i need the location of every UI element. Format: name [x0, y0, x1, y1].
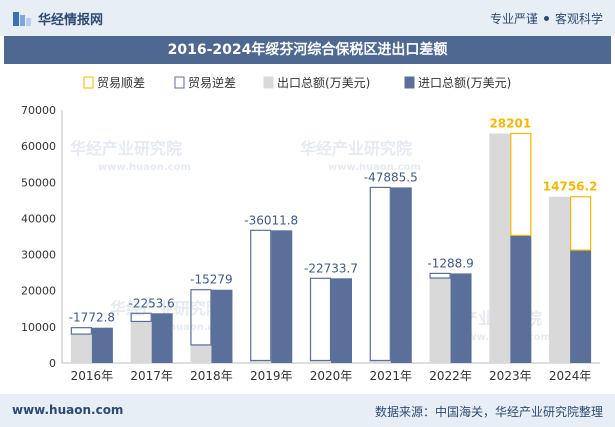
- balance-box-deficit: [309, 277, 332, 362]
- tagline-right: 客观科学: [554, 12, 603, 26]
- balance-box-deficit: [429, 272, 451, 279]
- x-tick-label: 2020年: [310, 369, 353, 383]
- balance-data-label: -2253.6: [129, 296, 175, 310]
- balance-data-label: -22733.7: [304, 261, 358, 275]
- y-tick-label: 10000: [21, 321, 56, 334]
- bar-import: [271, 230, 293, 363]
- balance-box-deficit: [190, 289, 212, 346]
- balance-data-label: -1288.9: [427, 256, 473, 270]
- balance-data-label: -36011.8: [244, 213, 298, 227]
- brand[interactable]: 华经情报网: [12, 9, 103, 28]
- balance-data-label: 28201: [489, 116, 531, 130]
- bar-export: [190, 344, 212, 363]
- balance-data-label: -47885.5: [364, 170, 418, 184]
- balance-box-deficit: [70, 327, 92, 335]
- y-tick-label: 50000: [21, 176, 56, 189]
- x-tick-label: 2023年: [489, 369, 532, 383]
- bar-export: [310, 360, 331, 363]
- watermark-url: www.huaon.com: [98, 162, 191, 173]
- watermark-url: www.huaon.com: [138, 322, 231, 333]
- y-tick-label: 60000: [21, 140, 56, 153]
- y-tick-label: 40000: [21, 212, 56, 225]
- bar-export: [250, 360, 272, 363]
- footer-url[interactable]: www.huaon.com: [12, 403, 124, 417]
- title-bar: 2016-2024年绥芬河综合保税区进出口差额: [4, 36, 611, 64]
- balance-box-deficit: [130, 312, 152, 323]
- legend-label: 贸易顺差: [97, 76, 145, 90]
- bar-export: [130, 321, 152, 363]
- balance-box-surplus: [570, 196, 592, 251]
- bar-import: [151, 313, 173, 363]
- x-tick-label: 2022年: [429, 369, 472, 383]
- bar-import: [450, 273, 472, 363]
- footer-source: 数据来源：中国海关，华经产业研究院整理: [374, 405, 603, 419]
- x-tick-label: 2017年: [130, 369, 173, 383]
- footer-bar: www.huaon.com 数据来源：中国海关，华经产业研究院整理: [0, 394, 615, 427]
- bar-export: [489, 133, 511, 363]
- balance-box-surplus: [510, 132, 532, 237]
- top-bar: 华经情报网 专业严谨 客观科学: [0, 0, 615, 36]
- bar-import: [570, 250, 592, 363]
- watermark-url: www.huaon.com: [328, 162, 421, 173]
- y-tick-label: 30000: [21, 249, 56, 262]
- chart-title: 2016-2024年绥芬河综合保税区进出口差额: [167, 42, 448, 58]
- balance-data-label: 14756.2: [543, 180, 598, 194]
- bar-export: [70, 334, 92, 363]
- tagline: 专业严谨 客观科学: [490, 10, 603, 27]
- separator-dot-icon: [543, 16, 549, 21]
- brand-logo-icon: [13, 11, 31, 26]
- legend-label: 进口总额(万美元): [418, 76, 511, 90]
- bar-import: [510, 235, 532, 363]
- bar-import: [211, 289, 233, 363]
- y-tick-label: 0: [49, 357, 56, 370]
- bar-import: [390, 187, 412, 363]
- legend-swatch: [83, 76, 94, 89]
- x-tick-label: 2018年: [190, 369, 233, 383]
- bar-export: [429, 278, 451, 363]
- watermark-text: 华经产业研究院: [300, 139, 412, 158]
- y-tick-label: 20000: [21, 285, 56, 298]
- bar-import: [331, 278, 352, 363]
- legend-swatch: [174, 76, 185, 89]
- y-tick-label: 70000: [21, 104, 56, 117]
- balance-data-label: -1772.8: [69, 311, 115, 325]
- legend-swatch: [404, 76, 415, 89]
- balance-data-label: -15279: [190, 273, 233, 287]
- x-tick-label: 2021年: [370, 369, 413, 383]
- x-tick-label: 2024年: [549, 369, 592, 383]
- bar-import: [91, 327, 113, 363]
- x-tick-label: 2016年: [71, 369, 114, 383]
- bar-chart: 华经产业研究院 www.huaon.com 华经产业研究院 www.huaon.com…: [21, 75, 600, 383]
- x-tick-label: 2019年: [250, 369, 293, 383]
- bar-export: [549, 196, 571, 363]
- balance-box-deficit: [250, 229, 272, 362]
- watermark-text: 华经产业研究院: [70, 139, 182, 158]
- legend-swatch: [263, 76, 274, 89]
- balance-box-deficit: [369, 186, 391, 362]
- tagline-left: 专业严谨: [489, 12, 538, 26]
- legend-label: 出口总额(万美元): [277, 76, 370, 90]
- brand-name: 华经情报网: [38, 13, 104, 28]
- legend-label: 贸易逆差: [188, 75, 236, 90]
- bar-export: [369, 360, 391, 363]
